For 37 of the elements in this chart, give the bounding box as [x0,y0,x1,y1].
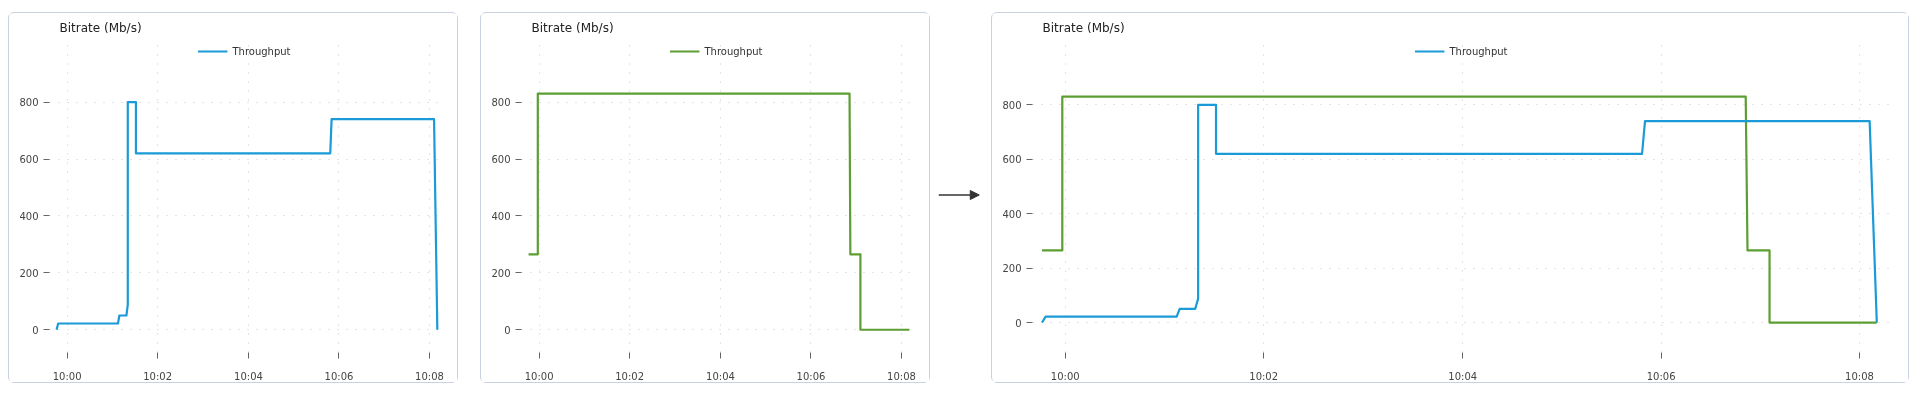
x-tick-label: 10:00 [1050,370,1080,382]
line-series [55,101,439,331]
y-tick-label: 400 [1002,208,1022,220]
y-tick-label: 200 [491,267,511,279]
y-tick-label: 400 [491,210,511,222]
x-tick-label: 10:06 [1646,370,1676,382]
x-tick-label: 10:06 [796,370,826,382]
x-tick-label: 10:00 [524,370,554,382]
x-tick-label: 10:04 [706,370,735,382]
x-tick-label: 10:08 [1845,370,1874,382]
y-tick-label: 600 [19,154,39,166]
y-tick-label: 800 [1002,99,1022,111]
y-tick-label: 800 [19,97,39,109]
y-tick-label: 400 [19,210,39,222]
y-tick-label: 0 [1015,317,1022,329]
x-tick-label: 10:02 [615,370,645,382]
y-tick-label: 0 [32,324,39,336]
y-tick-label: 200 [19,267,39,279]
legend-label: Throughput [1449,45,1508,57]
x-tick-label: 10:04 [1448,370,1478,382]
legend-label: Throughput [704,45,763,57]
x-tick-label: 10:00 [52,370,82,382]
chart-title: Bitrate (Mb/s) [531,20,614,35]
x-tick-label: 10:02 [1249,370,1279,382]
y-tick-label: 600 [1002,154,1022,166]
x-tick-label: 10:02 [143,370,173,382]
chart-title: Bitrate (Mb/s) [59,20,142,35]
x-tick-label: 10:06 [324,370,354,382]
x-tick-label: 10:08 [415,370,444,382]
y-tick-label: 600 [491,154,511,166]
x-tick-label: 10:04 [234,370,263,382]
y-tick-label: 200 [1002,263,1022,275]
legend-label: Throughput [232,45,291,57]
x-tick-label: 10:08 [887,370,916,382]
chart-title: Bitrate (Mb/s) [1042,20,1125,35]
y-tick-label: 800 [491,97,511,109]
y-tick-label: 0 [504,324,511,336]
